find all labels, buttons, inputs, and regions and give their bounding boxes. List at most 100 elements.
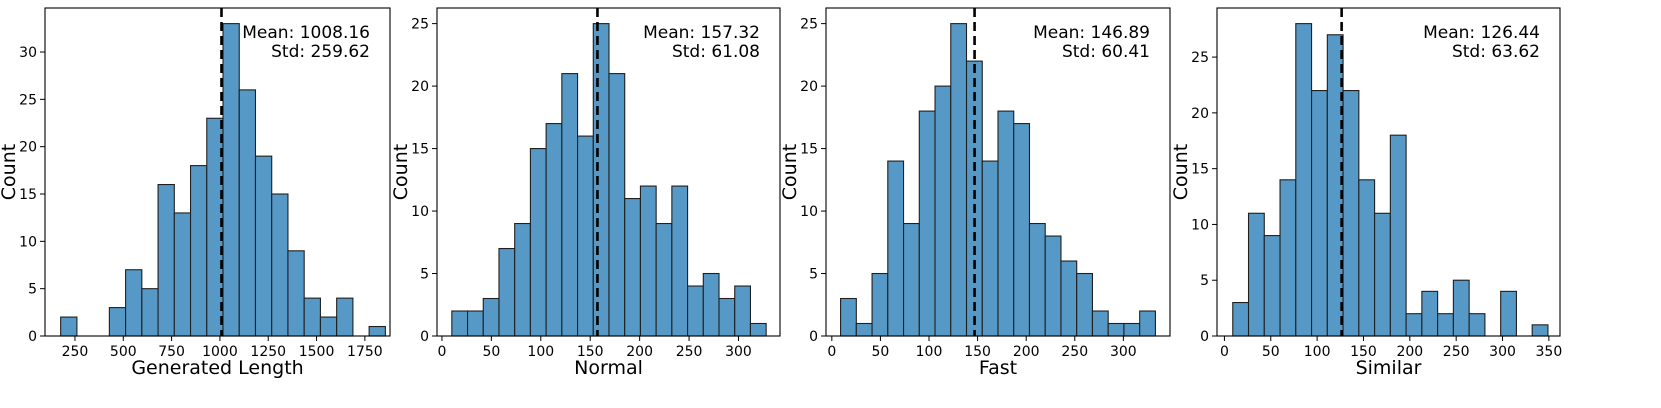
histogram-bar [1452,279,1470,337]
histogram-bar [271,193,289,337]
y-tick-label: 25 [19,92,37,108]
histogram-bar [319,316,338,337]
histogram-bar [1295,23,1313,337]
histogram-panel-3: 0 50 100 150 200 250 300 0 5 10 15 20 25 Fast Count Mea… [779,7,1171,379]
y-tick-label: 20 [800,79,818,95]
histogram-bar [514,222,531,337]
y-tick-label: 15 [1191,162,1209,178]
histogram-bar [529,148,547,337]
axes-frame [44,7,391,337]
mean-annotation: Mean: 157.32 [643,23,760,43]
y-tick-label: 10 [1191,217,1209,233]
histogram-bar [1342,90,1360,337]
histogram-bar [577,135,594,337]
histogram-bar [108,307,127,337]
y-tick-label: 20 [1191,106,1209,122]
histogram-bar [60,316,78,337]
y-tick-label: 10 [411,204,429,220]
y-tick-label: 15 [411,142,429,158]
histogram-bar [1389,134,1407,337]
histogram-bar [1421,290,1439,337]
x-tick-label: 0 [437,344,446,360]
histogram-bar [749,322,767,337]
x-tick-label: 500 [110,344,137,360]
histogram-panel-1: 250 500 750 1000 1250 1500 1750 0 5 10 15 20 25 30 Gen… [0,7,391,379]
x-tick-label: 250 [1061,344,1088,360]
axes-frame [1216,7,1561,337]
x-tick-label: 200 [1013,344,1040,360]
x-tick-label: 50 [872,344,890,360]
histogram-bar [840,297,857,337]
y-tick-label: 5 [809,267,818,283]
x-tick-label: 150 [964,344,991,360]
y-tick-label: 20 [411,79,429,95]
histogram-bar [303,297,321,337]
histogram-bar [981,160,999,337]
x-tick-label: 250 [62,344,89,360]
histogram-bar [222,23,240,337]
std-annotation: Std: 61.08 [672,42,760,62]
axes-frame [825,7,1171,337]
histogram-bar [655,222,673,337]
histogram-bar [1531,324,1549,337]
y-tick-label: 25 [1191,50,1209,66]
histogram-bar [592,23,610,337]
y-tick-label: 10 [19,234,37,250]
x-axis-label: Generated Length [131,357,303,379]
histogram-bar [934,85,952,337]
x-tick-label: 100 [527,344,554,360]
x-tick-label: 50 [482,344,500,360]
histogram-bar [671,185,689,337]
histogram-bar [1091,310,1109,337]
histogram-bar [1468,313,1486,337]
histogram-bar [498,247,516,337]
histogram-bar [902,222,920,337]
histogram-bar [1358,179,1376,337]
x-tick-label: 750 [158,344,185,360]
x-tick-label: 100 [1304,344,1331,360]
x-axis-label: Normal [574,357,643,379]
histogram-panel-4: 0 50 100 150 200 250 300 350 0 5 10 15 20 25 Similar Co… [1170,7,1562,379]
histogram-bar [887,160,905,337]
histogram-bar [545,123,563,337]
histogram-bar [1279,179,1297,337]
histogram-bar [1139,310,1156,337]
x-tick-label: 150 [577,344,604,360]
histogram-bar [1405,313,1423,337]
histogram-bar [1076,272,1093,337]
y-tick-label: 0 [28,329,37,345]
mean-annotation: Mean: 146.89 [1033,23,1150,43]
x-axis-label: Fast [979,357,1017,379]
histogram-bar [950,23,968,337]
histogram-bar [1013,123,1031,337]
std-annotation: Std: 60.41 [1062,42,1150,62]
y-axis-label: Count [0,144,20,200]
x-tick-label: 150 [1350,344,1377,360]
x-tick-label: 0 [1220,344,1229,360]
y-tick-label: 5 [28,282,37,298]
histogram-bar [157,183,175,337]
std-annotation: Std: 63.62 [1452,42,1540,62]
histogram-bar [734,285,751,337]
x-tick-label: 0 [827,344,836,360]
histogram-bar [1437,313,1454,337]
histogram-bar [125,269,143,337]
histogram-bar [1232,301,1250,337]
y-tick-label: 10 [800,204,818,220]
y-tick-label: 5 [1200,273,1209,289]
histogram-bar [466,310,484,337]
histogram-bar [482,297,500,337]
x-tick-label: 300 [725,344,752,360]
histogram-bar [1123,322,1141,337]
histogram-bar [336,297,354,337]
histogram-bar [1060,260,1078,337]
histogram-bar [702,272,720,337]
histogram-bar [189,165,208,337]
x-tick-label: 1500 [299,344,335,360]
x-tick-label: 300 [1489,344,1516,360]
x-tick-label: 300 [1110,344,1137,360]
histogram-bar [1028,222,1046,337]
y-axis-label: Count [390,144,412,200]
histogram-bar [287,250,305,337]
